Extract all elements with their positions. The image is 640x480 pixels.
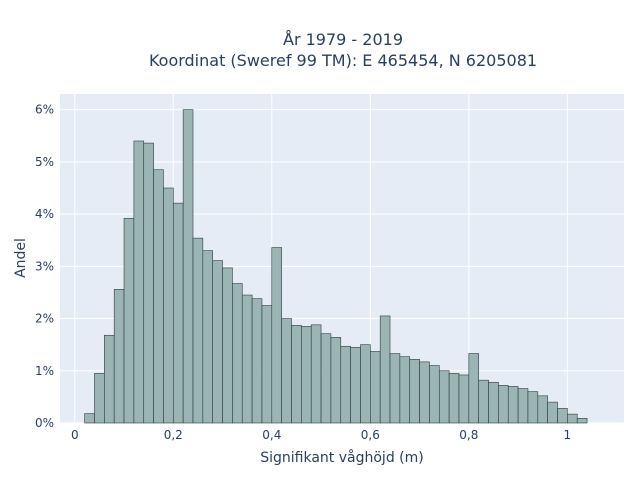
y-tick-label: 4% [35, 207, 54, 221]
x-tick-labels: 0 0,2 0,4 0,6 0,8 1 [71, 428, 571, 442]
histogram-bar [301, 326, 312, 424]
y-tick-labels: 0% 1% 2% 3% 4% 5% 6% [35, 103, 54, 430]
bars [84, 109, 588, 424]
histogram-bar [202, 250, 213, 424]
y-tick-label: 6% [35, 103, 54, 117]
histogram-bar [84, 413, 95, 424]
histogram-bar [163, 187, 174, 424]
histogram-bar [448, 373, 460, 424]
chart-title-line2: Koordinat (Sweref 99 TM): E 465454, N 62… [149, 51, 537, 70]
y-tick-label: 3% [35, 259, 54, 273]
histogram-bar [438, 370, 450, 424]
histogram-bar [330, 337, 342, 424]
histogram-bar [310, 324, 322, 424]
histogram-bar [192, 237, 204, 424]
histogram-bar [222, 267, 233, 424]
histogram-bar [360, 344, 371, 424]
x-tick-label: 0,2 [164, 428, 183, 442]
histogram-bar [370, 351, 381, 424]
histogram-bar [172, 202, 184, 424]
x-tick-label: 0,6 [361, 428, 380, 442]
y-tick-label: 0% [35, 416, 54, 430]
histogram-bar [340, 345, 351, 424]
histogram-bar [104, 334, 115, 424]
x-tick-label: 1 [564, 428, 572, 442]
histogram-bar [212, 260, 223, 424]
histogram-bar [468, 353, 479, 424]
x-tick-label: 0,4 [262, 428, 281, 442]
x-tick-label: 0 [71, 428, 79, 442]
x-axis-label: Signifikant våghöjd (m) [260, 449, 423, 466]
histogram-bar [113, 289, 125, 424]
histogram-bar [429, 365, 440, 424]
histogram-bar [419, 361, 430, 424]
histogram-bar [320, 333, 332, 424]
histogram-bar [251, 298, 263, 424]
histogram-bar [576, 417, 588, 424]
histogram-bar [527, 391, 539, 424]
histogram-bar [123, 217, 135, 424]
histogram-bar [143, 142, 154, 424]
histogram-bar [94, 373, 105, 424]
histogram-bar [517, 388, 529, 424]
histogram-bar [281, 318, 292, 424]
y-tick-label: 5% [35, 155, 54, 169]
chart-title-line1: År 1979 - 2019 [283, 30, 403, 49]
histogram-bar [567, 413, 578, 424]
y-tick-label: 2% [35, 312, 54, 326]
y-tick-label: 1% [35, 364, 54, 378]
histogram-bar [547, 401, 558, 424]
histogram-bar [409, 358, 420, 424]
histogram-bar [399, 356, 411, 424]
histogram-bar [488, 381, 499, 424]
histogram-bar [291, 325, 302, 424]
histogram-bar [153, 169, 164, 424]
histogram-bar [458, 374, 470, 424]
histogram-bar [350, 346, 361, 424]
histogram-bar [498, 385, 509, 424]
histogram-bar [232, 283, 243, 424]
histogram-bar [557, 408, 568, 424]
histogram-bar [537, 395, 548, 424]
y-axis-label: Andel [13, 238, 29, 278]
histogram-bar [182, 109, 194, 424]
histogram-bar [379, 315, 391, 424]
x-tick-label: 0,8 [459, 428, 478, 442]
histogram-bar [261, 305, 273, 424]
histogram-bar [478, 379, 489, 424]
histogram-bar [507, 386, 519, 424]
histogram-bar [133, 140, 145, 424]
histogram-bar [389, 353, 401, 424]
histogram-bar [241, 294, 253, 424]
histogram-bar [271, 247, 282, 424]
